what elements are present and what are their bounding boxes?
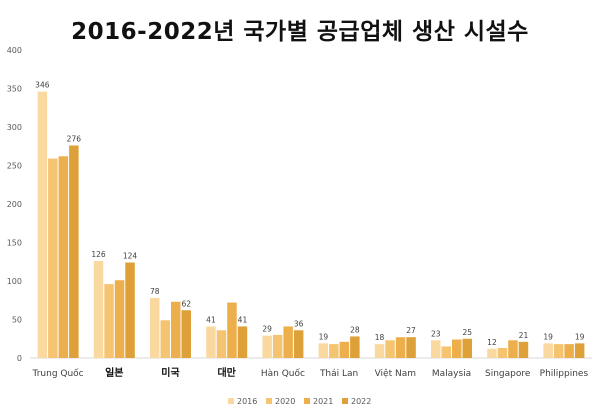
data-label: 78 — [150, 287, 160, 296]
bar-2016 — [318, 343, 329, 358]
bar-2021 — [339, 341, 350, 358]
bar-2020 — [441, 346, 451, 358]
bar-2020 — [272, 334, 283, 358]
bar-2021 — [564, 344, 574, 358]
data-label: 36 — [294, 319, 304, 328]
y-tick-label: 50 — [12, 316, 22, 325]
category-label: 미국 — [161, 366, 179, 379]
category-label: Hàn Quốc — [261, 368, 305, 379]
bar-2020 — [329, 344, 339, 358]
bar-2016 — [37, 91, 48, 358]
y-tick-label: 0 — [17, 354, 22, 363]
bar-2022 — [69, 145, 79, 358]
bar-2021 — [58, 156, 69, 358]
bar-2021 — [452, 339, 462, 358]
bar-2020 — [553, 344, 564, 358]
bar-2021 — [114, 280, 125, 358]
legend-swatch — [304, 398, 310, 404]
bar-2021 — [508, 340, 518, 358]
bar-2016 — [262, 335, 272, 358]
data-label: 27 — [406, 326, 416, 335]
bar-2022 — [293, 330, 304, 358]
chart-title: 2016-2022년 국가별 공급업체 생산 시설수 — [71, 19, 529, 45]
data-label: 62 — [181, 299, 191, 308]
legend-label: 2021 — [313, 397, 333, 406]
legend-label: 2016 — [237, 397, 257, 406]
data-label: 29 — [262, 325, 272, 334]
data-label: 41 — [206, 315, 216, 324]
legend-swatch — [342, 398, 348, 404]
bar-2022 — [574, 343, 585, 358]
category-label: Malaysia — [432, 369, 471, 379]
bar-2022 — [237, 326, 248, 358]
data-label: 276 — [67, 134, 82, 143]
y-tick-label: 300 — [7, 123, 22, 132]
data-label: 126 — [91, 250, 106, 259]
bar-2016 — [487, 348, 497, 358]
bar-2021 — [171, 301, 181, 358]
y-tick-label: 400 — [7, 46, 22, 55]
category-label: Thái Lan — [319, 369, 358, 379]
category-label: Trung Quốc — [32, 368, 84, 379]
bar-2022 — [181, 310, 191, 358]
bar-2022 — [125, 262, 135, 358]
bar-2020 — [497, 347, 508, 358]
category-label: 대만 — [217, 366, 236, 379]
category-label: Singapore — [485, 369, 531, 379]
bar-2022 — [350, 336, 360, 358]
category-label: 일본 — [105, 366, 123, 379]
y-tick-label: 350 — [7, 85, 22, 94]
bar-2020 — [48, 158, 58, 358]
bar-2020 — [104, 284, 114, 358]
bar-2016 — [206, 326, 216, 358]
legend-label: 2020 — [275, 397, 295, 406]
bar-2021 — [283, 326, 293, 358]
legend-swatch — [266, 398, 272, 404]
data-label: 19 — [319, 332, 329, 341]
y-tick-label: 250 — [7, 162, 22, 171]
bar-2016 — [374, 344, 385, 358]
data-label: 346 — [35, 81, 50, 90]
data-label: 25 — [462, 328, 472, 337]
data-label: 21 — [519, 331, 529, 340]
data-label: 19 — [543, 332, 553, 341]
y-tick-label: 200 — [7, 200, 22, 209]
bar-2020 — [216, 330, 227, 358]
y-tick-label: 150 — [7, 239, 22, 248]
data-label: 124 — [123, 252, 138, 261]
bar-2021 — [227, 302, 237, 358]
legend-label: 2022 — [351, 397, 371, 406]
bar-2016 — [150, 297, 160, 358]
y-tick-label: 100 — [7, 277, 22, 286]
data-label: 12 — [487, 338, 497, 347]
data-label: 19 — [575, 332, 585, 341]
bar-2016 — [431, 340, 441, 358]
data-label: 18 — [375, 333, 385, 342]
data-label: 23 — [431, 329, 441, 338]
category-label: Việt Nam — [375, 368, 416, 379]
data-label: 41 — [238, 315, 248, 324]
bar-2022 — [462, 338, 472, 358]
bar-2020 — [385, 340, 395, 358]
bar-2016 — [93, 260, 104, 358]
legend-swatch — [228, 398, 234, 404]
bar-2020 — [160, 320, 170, 358]
data-label: 28 — [350, 325, 360, 334]
category-label: Philippines — [540, 369, 589, 379]
bar-2022 — [518, 341, 529, 358]
bar-2022 — [406, 337, 416, 358]
bar-2016 — [543, 343, 553, 358]
bar-2021 — [395, 337, 406, 358]
